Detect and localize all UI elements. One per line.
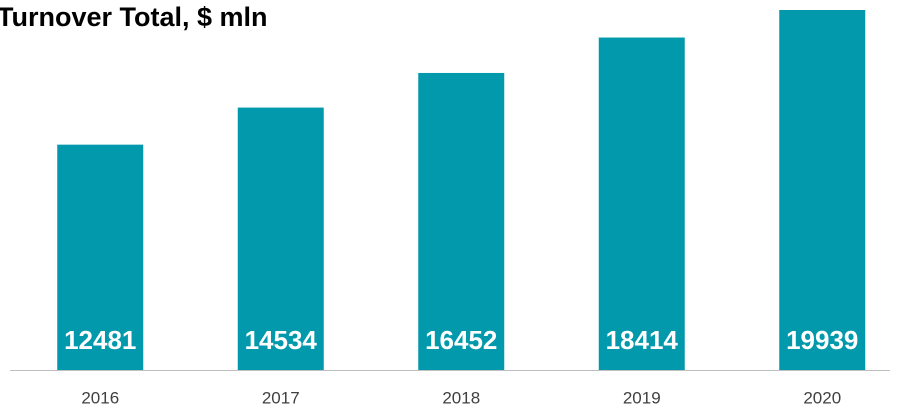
x-tick-label: 2016: [81, 388, 119, 407]
bar: [598, 37, 685, 371]
x-tick-label: 2020: [803, 388, 841, 407]
value-label: 14534: [245, 325, 318, 355]
bar: [418, 72, 505, 371]
bar: [779, 10, 866, 370]
value-label: 18414: [606, 325, 679, 355]
value-label: 19939: [786, 325, 858, 355]
value-label: 16452: [425, 325, 497, 355]
x-tick-label: 2017: [262, 388, 300, 407]
x-tick-label: 2019: [623, 388, 661, 407]
chart-title: Turnover Total, $ mln: [0, 2, 268, 32]
bar: [237, 107, 324, 370]
value-label: 12481: [64, 325, 136, 355]
bar: [57, 144, 144, 370]
x-tick-label: 2018: [442, 388, 480, 407]
